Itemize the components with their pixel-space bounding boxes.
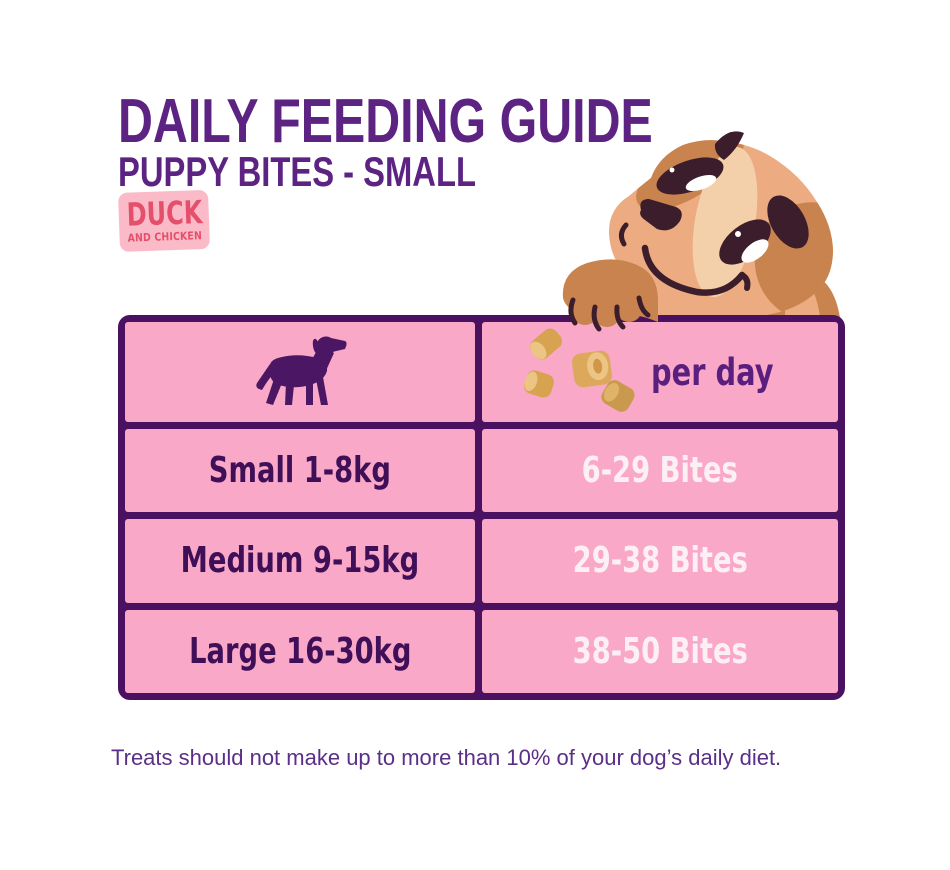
bites-cell-small: 6-29 Bites: [482, 429, 838, 513]
header-cell-per-day: per day: [482, 322, 838, 422]
puppy-illustration: [600, 131, 841, 325]
bites-cell-medium: 29-38 Bites: [482, 519, 838, 603]
size-cell-large: Large 16-30kg: [125, 609, 475, 693]
footnote: Treats should not make up to more than 1…: [111, 745, 782, 770]
dog-silhouette-icon: [256, 336, 347, 405]
size-cell-medium: Medium 9-15kg: [125, 519, 475, 603]
feeding-table: per day Small 1-8kg 6-29 Bites Medium 9-…: [118, 315, 845, 700]
treats-icon: [524, 328, 635, 412]
bites-value-large: 38-50 Bites: [572, 630, 748, 672]
per-day-label: per day: [651, 350, 775, 394]
bites-value-small: 6-29 Bites: [581, 450, 739, 492]
page-title: DAILY FEEDING GUIDE: [118, 87, 653, 156]
bites-value-medium: 29-38 Bites: [572, 540, 748, 582]
size-label-small: Small 1-8kg: [208, 450, 392, 492]
size-label-medium: Medium 9-15kg: [180, 540, 420, 582]
bites-cell-large: 38-50 Bites: [482, 609, 838, 693]
flavour-badge-line1: DUCK: [126, 193, 204, 234]
size-cell-small: Small 1-8kg: [125, 429, 475, 513]
header-cell-dog-size: [125, 322, 475, 422]
flavour-badge-line2: AND CHICKEN: [127, 229, 203, 246]
puppy-paw-illustration: [562, 259, 658, 332]
flavour-badge: DUCK AND CHICKEN: [118, 189, 211, 253]
page-subtitle: PUPPY BITES - SMALL: [118, 148, 476, 195]
size-label-large: Large 16-30kg: [188, 630, 412, 672]
